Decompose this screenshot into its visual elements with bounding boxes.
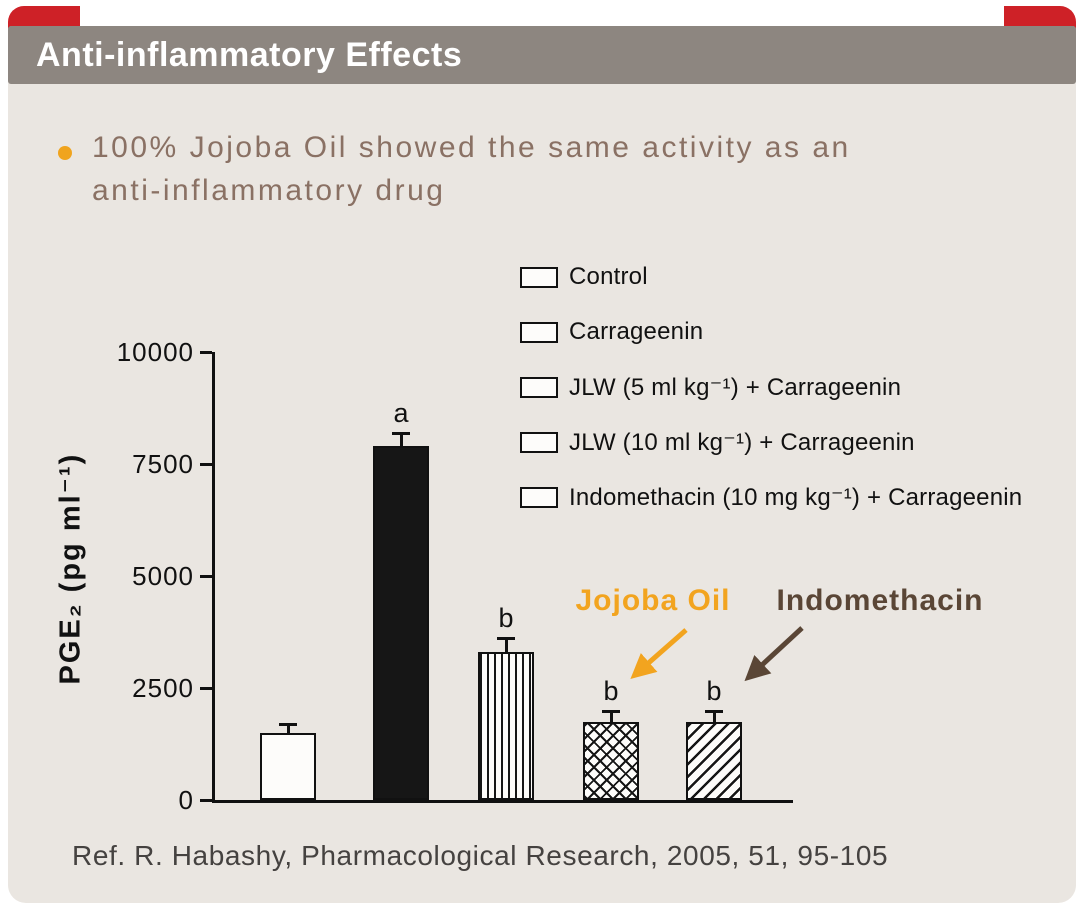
reference-text: Ref. R. Habashy, Pharmacological Researc… xyxy=(72,840,889,871)
legend-label: Carrageenin xyxy=(569,318,704,345)
legend-swatch xyxy=(520,431,558,453)
legend-item-1: Control xyxy=(520,263,1022,290)
legend-swatch xyxy=(520,486,558,508)
error-bar-cap xyxy=(279,723,297,727)
bar-group-3: b xyxy=(478,352,534,800)
bar-group-2: a xyxy=(373,352,429,800)
significance-letter: b xyxy=(603,675,619,706)
legend-item-3: JLW (5 ml kg⁻¹) + Carrageenin xyxy=(520,373,1022,401)
legend-label: Indomethacin (10 mg kg⁻¹) + Carrageenin xyxy=(569,483,1023,511)
y-tick-label: 10000 xyxy=(116,337,194,367)
bullet-text: 100% Jojoba Oil showed the same activity… xyxy=(92,126,851,212)
bar-group-1 xyxy=(260,352,316,800)
y-tick-label: 7500 xyxy=(132,449,194,479)
legend-swatch xyxy=(520,376,558,398)
chart-legend: Control Carrageenin JLW (5 ml kg⁻¹) + Carr… xyxy=(520,263,1023,511)
bar xyxy=(686,721,742,800)
page-title: Anti-inflammatory Effects xyxy=(36,36,463,74)
bar xyxy=(478,652,534,800)
legend-item-5: Indomethacin (10 mg kg⁻¹) + Carrageenin xyxy=(520,483,1023,511)
legend-label: JLW (10 ml kg⁻¹) + Carrageenin xyxy=(569,428,915,456)
legend-item-2: Carrageenin xyxy=(520,318,1022,345)
plot-area: 0 2500 5000 7500 10000 a b b b xyxy=(117,337,793,815)
y-tick-label: 0 xyxy=(178,785,194,815)
significance-letter: b xyxy=(706,675,722,706)
error-bar-line xyxy=(712,712,716,724)
bar-group-4: b xyxy=(583,352,639,800)
bullet-line-1: 100% Jojoba Oil showed the same activity… xyxy=(92,131,851,164)
legend-label: JLW (5 ml kg⁻¹) + Carrageenin xyxy=(569,373,902,401)
error-bar-cap xyxy=(392,431,410,435)
significance-letter: a xyxy=(393,397,409,428)
bar xyxy=(583,721,639,800)
y-tick-label: 5000 xyxy=(132,561,194,591)
legend-swatch xyxy=(520,266,558,288)
error-bar-line xyxy=(609,712,613,724)
bullet-icon xyxy=(58,146,72,160)
y-tick-mark xyxy=(200,798,212,802)
bar xyxy=(373,446,429,800)
significance-letter: b xyxy=(498,602,514,633)
y-tick-label: 2500 xyxy=(132,673,194,703)
error-bar-cap xyxy=(497,636,515,640)
slide-card: Anti-inflammatory Effects 100% Jojoba Oi… xyxy=(8,26,1076,903)
annotation-indomethacin: Indomethacin xyxy=(776,584,984,617)
error-bar-cap xyxy=(705,709,723,713)
y-tick-mark xyxy=(200,462,212,466)
y-axis-label: PGE₂ (pg ml⁻¹) xyxy=(54,452,87,685)
bullet-line-2: anti-inflammatory drug xyxy=(92,174,446,207)
y-tick-mark xyxy=(200,686,212,690)
legend-label: Control xyxy=(569,263,648,290)
error-bar-line xyxy=(399,434,403,449)
slide-header: Anti-inflammatory Effects xyxy=(8,26,1076,84)
y-tick-mark xyxy=(200,574,212,578)
annotation-jojoba-oil: Jojoba Oil xyxy=(575,584,731,617)
error-bar-line xyxy=(286,726,290,735)
bar xyxy=(260,732,316,800)
error-bar-cap xyxy=(602,709,620,713)
error-bar-line xyxy=(504,639,508,655)
legend-item-4: JLW (10 ml kg⁻¹) + Carrageenin xyxy=(520,428,1022,456)
y-tick-mark xyxy=(200,350,212,354)
bar-group-5: b xyxy=(686,352,742,800)
legend-swatch xyxy=(520,321,558,343)
